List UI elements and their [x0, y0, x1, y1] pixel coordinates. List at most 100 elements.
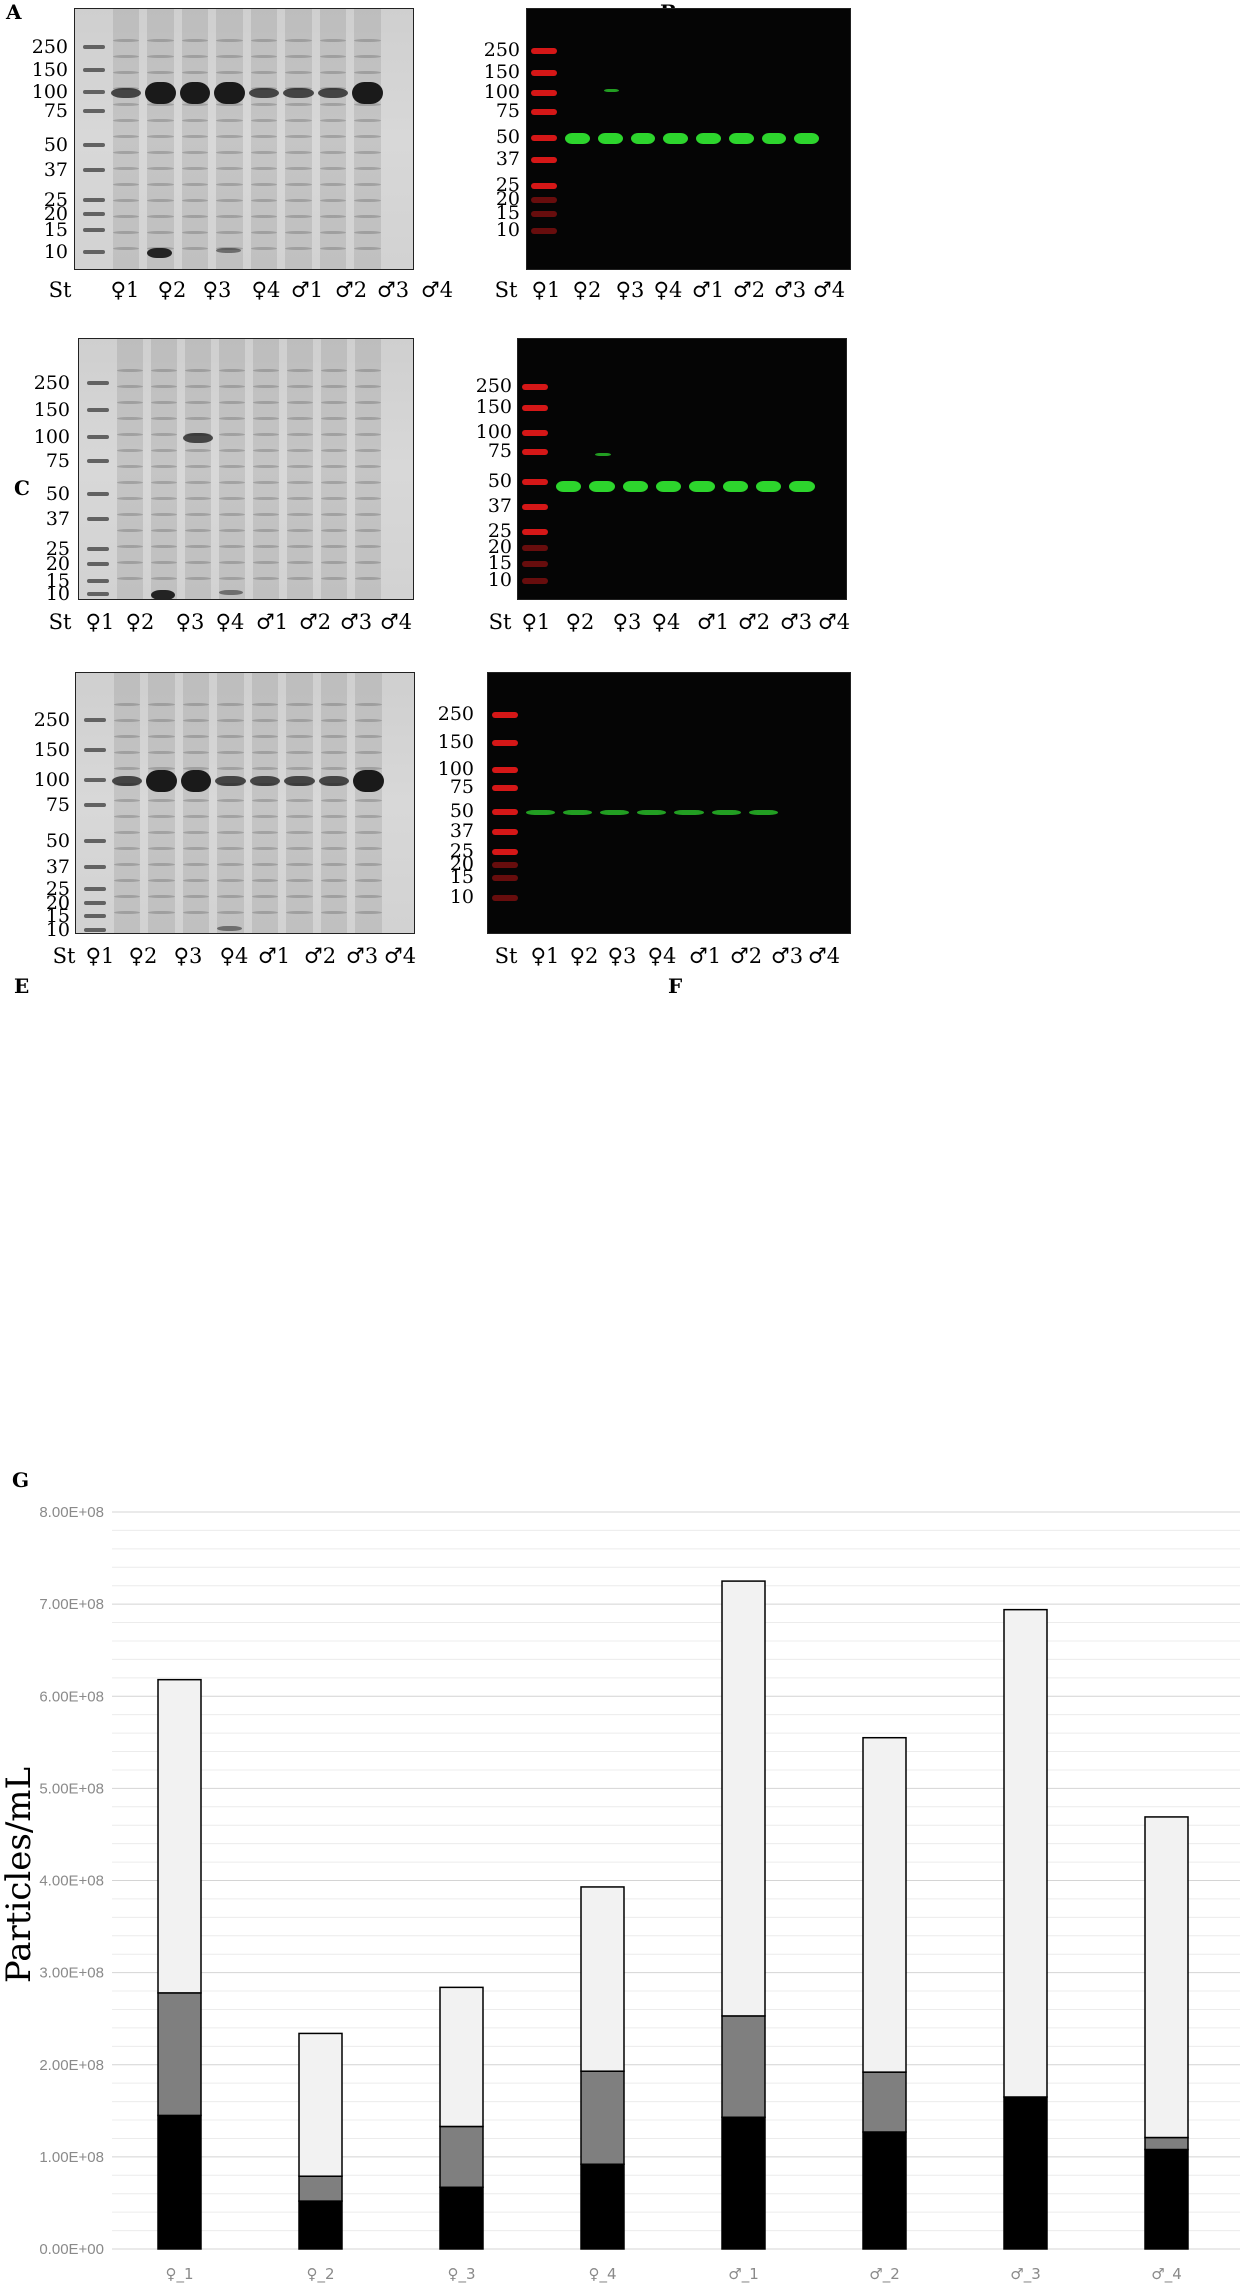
gel-band [148, 879, 175, 882]
gel-band-100 [353, 770, 384, 792]
gel-lane [253, 339, 279, 599]
gel-band [114, 863, 141, 866]
wb-band-50 [526, 809, 556, 815]
wb-band-50 [674, 809, 704, 815]
gel-band [147, 215, 174, 218]
wb-band-50 [689, 480, 715, 492]
gel-band [117, 561, 143, 564]
gel-band [148, 815, 175, 818]
gel-band [319, 215, 347, 218]
wb-band-75 [595, 453, 611, 456]
mw-marker-100: 100 [31, 81, 68, 103]
lane-label-2: ♀2 [125, 610, 155, 634]
gel-band [253, 433, 279, 436]
x-tick-label: ♀_2 [306, 2265, 334, 2284]
ladder-band [87, 408, 109, 412]
gel-lane [185, 339, 211, 599]
ladder-band [492, 809, 518, 815]
mw-marker-150: 150 [33, 739, 70, 761]
gel-band [320, 735, 348, 738]
ladder-band [531, 109, 557, 115]
ladder-band [522, 479, 548, 485]
ladder-band [522, 405, 548, 411]
gel-band [355, 703, 382, 706]
gel-band [355, 401, 381, 404]
lane-label-0: St [48, 610, 72, 634]
gel-band [253, 369, 279, 372]
gel-band [117, 497, 143, 500]
mw-marker-25: 25 [45, 878, 70, 900]
gel-band [355, 719, 382, 722]
gel-band [113, 167, 140, 170]
gel-band [286, 879, 313, 882]
gel-band [217, 895, 244, 898]
gel-band [151, 513, 177, 516]
gel-band [354, 103, 381, 106]
gel-band [250, 199, 278, 202]
gel-band [319, 247, 347, 250]
bar-segment [439, 1986, 484, 2128]
gel-lane [286, 673, 313, 933]
lane-label-7: ♂3 [339, 610, 373, 634]
gel-band [114, 751, 141, 754]
gel-band [355, 767, 382, 770]
mw-marker-25: 25 [43, 189, 68, 211]
wb-band-50 [630, 132, 656, 144]
gel-band [147, 183, 174, 186]
gel-band [250, 231, 278, 234]
ladder-band [83, 228, 105, 232]
mw-marker-15: 15 [487, 552, 512, 574]
gel-band [321, 465, 347, 468]
gel-band [117, 369, 143, 372]
bar-segment [1144, 2136, 1189, 2151]
ladder-band [492, 767, 518, 773]
ladder-band [492, 712, 518, 718]
lane-label-5: ♂1 [688, 944, 722, 968]
ladder-band [522, 430, 548, 436]
gel-band [355, 529, 381, 532]
gel-band-100 [180, 770, 212, 792]
gel-band [185, 513, 211, 516]
gel-band [181, 247, 209, 250]
gel-band [354, 199, 381, 202]
gel-band [355, 433, 381, 436]
gel-band [319, 103, 347, 106]
gel-band [319, 55, 347, 58]
gel-band [355, 513, 381, 516]
gel-band [355, 577, 381, 580]
gel-band [181, 71, 209, 74]
mw-marker-15: 15 [449, 866, 474, 888]
gel-band [217, 911, 244, 914]
gel-band [219, 433, 245, 436]
gel-band [320, 879, 348, 882]
gel-band [285, 231, 312, 234]
gel-band [181, 55, 209, 58]
lane-label-1: ♀1 [530, 944, 560, 968]
mw-marker-250: 250 [33, 709, 70, 731]
gel-band [117, 513, 143, 516]
gel-band [114, 735, 141, 738]
gel-band [354, 71, 381, 74]
mw-marker-25: 25 [487, 520, 512, 542]
gel-band [114, 847, 141, 850]
wb-band-50 [794, 132, 820, 144]
gel-band-100 [112, 776, 143, 786]
gel-band [250, 247, 278, 250]
gel-band [216, 151, 243, 154]
lane-label-5: ♂1 [691, 278, 725, 302]
gel-lane [151, 339, 177, 599]
gel-band [286, 703, 313, 706]
chart-grid [112, 1511, 1240, 2250]
gel-band [151, 385, 177, 388]
gel-band [117, 417, 143, 420]
gel-band [114, 831, 141, 834]
gel-band [355, 369, 381, 372]
gel-lane [287, 339, 313, 599]
gel-band [354, 215, 381, 218]
bar-segment [439, 2125, 484, 2189]
gel-band [148, 863, 175, 866]
gel-band [253, 497, 279, 500]
gel-band [251, 767, 279, 770]
gel-band [216, 135, 243, 138]
gel-band [216, 215, 243, 218]
